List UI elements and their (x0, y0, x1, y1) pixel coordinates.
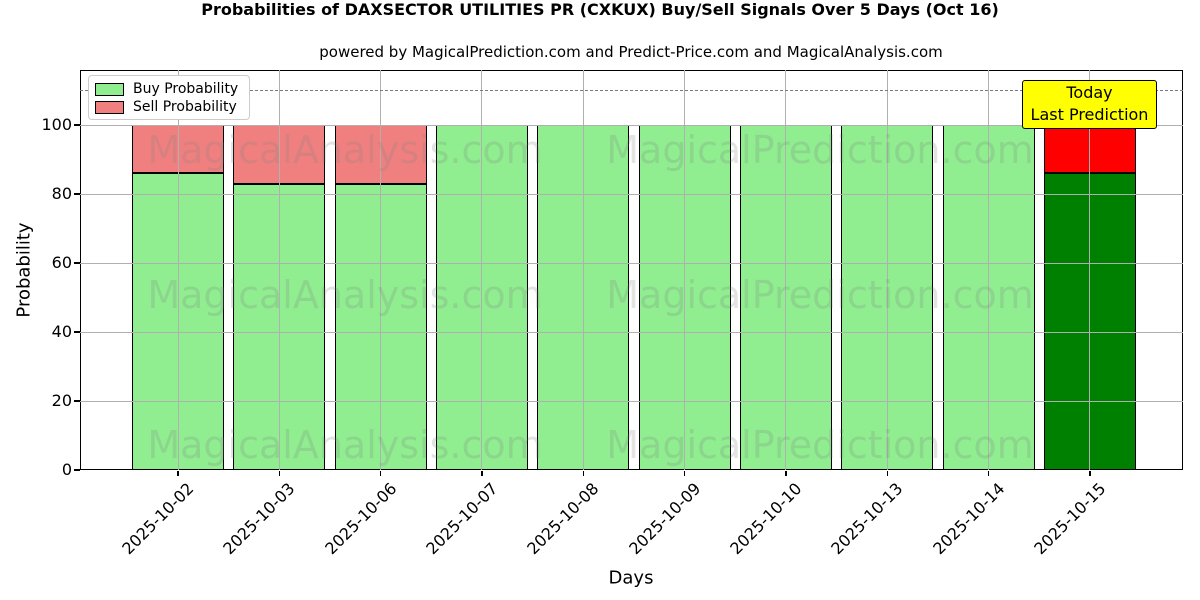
h-gridline (80, 194, 1183, 195)
h-gridline (80, 125, 1183, 126)
y-tick-mark (74, 469, 80, 471)
legend-entry-sell: Sell Probability (95, 98, 249, 116)
v-gridline (886, 70, 888, 470)
y-tick-label: 20 (51, 391, 72, 410)
chart-title: Probabilities of DAXSECTOR UTILITIES PR … (201, 0, 999, 19)
legend-entry-buy: Buy Probability (95, 80, 249, 98)
v-gridline (177, 70, 179, 470)
legend-label-buy: Buy Probability (133, 81, 239, 97)
x-tick-mark (1089, 471, 1091, 476)
x-tick-mark (481, 471, 483, 476)
x-tick-mark (380, 471, 382, 476)
x-tick-label: 2025-10-09 (624, 479, 705, 559)
h-gridline (80, 332, 1183, 333)
annotation-line-1: Today (1066, 83, 1113, 102)
threshold-dashed-line (80, 89, 1183, 91)
x-tick-label: 2025-10-07 (422, 479, 502, 559)
v-gridline (582, 70, 584, 470)
v-gridline (684, 70, 686, 470)
x-tick-mark (684, 471, 686, 476)
y-tick-label: 80 (51, 184, 72, 203)
x-tick-label: 2025-10-02 (118, 479, 198, 559)
chart-subtitle: powered by MagicalPrediction.com and Pre… (319, 43, 943, 61)
annotation-line-2: Last Prediction (1030, 105, 1149, 124)
h-gridline (80, 263, 1183, 264)
y-tick-label: 0 (61, 460, 72, 479)
x-tick-label: 2025-10-03 (219, 479, 299, 559)
plot-area (80, 70, 1183, 470)
x-tick-label: 2025-10-10 (726, 479, 806, 559)
legend: Buy Probability Sell Probability (88, 75, 250, 120)
y-tick-mark (74, 331, 80, 333)
x-tick-mark (278, 471, 280, 476)
y-tick-mark (74, 400, 80, 402)
x-tick-label: 2025-10-14 (928, 479, 1009, 559)
v-gridline (380, 70, 382, 470)
x-tick-mark (582, 471, 584, 476)
y-tick-label: 40 (51, 322, 72, 341)
y-tick-label: 60 (51, 253, 72, 272)
x-tick-label: 2025-10-06 (320, 479, 401, 559)
v-gridline (988, 70, 990, 470)
today-annotation-box: Today Last Prediction (1022, 80, 1157, 129)
x-tick-mark (886, 471, 888, 476)
v-gridline (481, 70, 483, 470)
x-tick-label: 2025-10-08 (523, 479, 603, 559)
h-gridline (80, 401, 1183, 402)
x-tick-label: 2025-10-15 (1030, 479, 1110, 559)
y-tick-mark (74, 124, 80, 126)
legend-swatch-sell (95, 100, 124, 114)
legend-swatch-buy (95, 82, 124, 96)
v-gridline (278, 70, 280, 470)
v-gridline (785, 70, 787, 470)
x-tick-mark (177, 471, 179, 476)
y-tick-mark (74, 193, 80, 195)
x-tick-label: 2025-10-13 (827, 479, 907, 559)
v-gridline (1089, 70, 1091, 470)
x-tick-mark (988, 471, 990, 476)
x-tick-mark (785, 471, 787, 476)
y-tick-mark (74, 262, 80, 264)
y-tick-label: 100 (41, 115, 72, 134)
legend-label-sell: Sell Probability (133, 99, 237, 115)
x-axis-label: Days (608, 567, 654, 589)
